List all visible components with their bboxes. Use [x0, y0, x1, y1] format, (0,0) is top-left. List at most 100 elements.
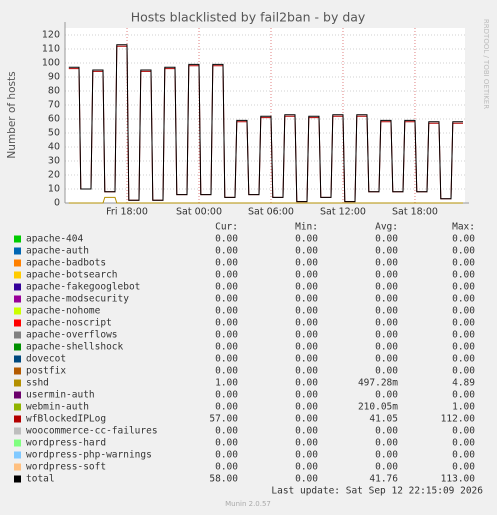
legend-stat: 112.00 — [441, 414, 476, 425]
legend-swatch — [14, 319, 21, 327]
legend-swatch — [14, 415, 21, 423]
legend-label: total — [26, 474, 55, 485]
legend-stat: 0.00 — [452, 270, 475, 281]
legend-label: woocommerce-cc-failures — [26, 426, 158, 437]
legend-stat: 0.00 — [452, 294, 475, 305]
legend-stat: 0.00 — [295, 450, 318, 461]
legend-swatch — [14, 403, 21, 411]
legend-header: Avg: — [375, 222, 398, 233]
legend-stat: 0.00 — [215, 330, 238, 341]
legend-stat: 0.00 — [295, 342, 318, 353]
y-tick-label: 40 — [48, 142, 60, 153]
legend-label: apache-noscript — [26, 318, 112, 329]
series-line — [68, 196, 463, 204]
legend-stat: 0.00 — [452, 354, 475, 365]
legend-stat: 0.00 — [295, 306, 318, 317]
legend-label: apache-overflows — [26, 330, 118, 341]
legend-stat: 0.00 — [452, 426, 475, 437]
legend-swatch — [14, 307, 21, 315]
legend-stat: 0.00 — [295, 330, 318, 341]
legend-stat: 0.00 — [375, 438, 398, 449]
legend-stat: 0.00 — [215, 234, 238, 245]
legend-swatch — [14, 295, 21, 303]
y-tick-label: 10 — [48, 184, 60, 195]
legend-stat: 0.00 — [375, 342, 398, 353]
legend-stat: 57.00 — [209, 414, 238, 425]
legend-swatch — [14, 343, 21, 351]
legend-stat: 0.00 — [295, 390, 318, 401]
series-line — [68, 44, 463, 203]
x-tick-label: Fri 18:00 — [106, 207, 148, 218]
legend-stat: 0.00 — [375, 450, 398, 461]
legend-label: webmin-auth — [26, 402, 89, 413]
plot-area — [65, 28, 465, 203]
legend-stat: 41.05 — [369, 414, 398, 425]
y-tick-label: 20 — [48, 170, 60, 181]
legend-swatch — [14, 259, 21, 267]
y-tick-label: 50 — [48, 128, 60, 139]
legend-stat: 0.00 — [215, 426, 238, 437]
legend-label: apache-fakegooglebot — [26, 282, 140, 293]
legend-stat: 0.00 — [295, 462, 318, 473]
legend-stat: 0.00 — [215, 438, 238, 449]
legend-swatch — [14, 367, 21, 375]
legend-stat: 0.00 — [215, 354, 238, 365]
legend-stat: 0.00 — [452, 258, 475, 269]
legend-stat: 0.00 — [295, 402, 318, 413]
legend-stat: 0.00 — [375, 282, 398, 293]
y-tick-label: 100 — [42, 58, 60, 69]
legend-stat: 0.00 — [452, 234, 475, 245]
legend-stat: 0.00 — [375, 390, 398, 401]
legend-stat: 0.00 — [215, 270, 238, 281]
legend-label: apache-auth — [26, 246, 89, 257]
legend-stat: 0.00 — [215, 294, 238, 305]
legend-stat: 113.00 — [441, 474, 476, 485]
legend-stat: 1.00 — [452, 402, 475, 413]
legend-stat: 0.00 — [215, 450, 238, 461]
legend-stat: 0.00 — [375, 270, 398, 281]
legend-stat: 0.00 — [295, 318, 318, 329]
legend-label: wordpress-soft — [26, 462, 106, 473]
legend-label: dovecot — [26, 354, 66, 365]
legend-stat: 0.00 — [215, 462, 238, 473]
x-tick-label: Sat 00:00 — [176, 207, 222, 218]
legend-swatch — [14, 463, 21, 471]
legend-swatch — [14, 355, 21, 363]
x-tick-label: Sat 18:00 — [392, 207, 438, 218]
legend-stat: 0.00 — [452, 342, 475, 353]
legend-stat: 0.00 — [375, 258, 398, 269]
legend-swatch — [14, 451, 21, 459]
legend-stat: 0.00 — [215, 366, 238, 377]
legend-stat: 4.89 — [452, 378, 475, 389]
legend-stat: 0.00 — [295, 294, 318, 305]
y-tick-label: 120 — [42, 30, 60, 41]
legend-swatch — [14, 427, 21, 435]
legend-swatch — [14, 439, 21, 447]
legend-swatch — [14, 379, 21, 387]
x-tick-label: Sat 12:00 — [320, 207, 366, 218]
legend-label: wordpress-hard — [26, 438, 106, 449]
legend-stat: 0.00 — [295, 378, 318, 389]
legend-stat: 0.00 — [452, 330, 475, 341]
footer: Munin 2.0.57 — [225, 500, 271, 508]
legend-stat: 0.00 — [215, 282, 238, 293]
legend-label: usermin-auth — [26, 390, 95, 401]
legend-stat: 0.00 — [375, 294, 398, 305]
legend-stat: 0.00 — [295, 354, 318, 365]
legend-stat: 41.76 — [369, 474, 398, 485]
y-tick-label: 60 — [48, 114, 60, 125]
legend-stat: 0.00 — [375, 330, 398, 341]
legend-stat: 0.00 — [215, 342, 238, 353]
legend-stat: 0.00 — [295, 234, 318, 245]
legend-stat: 0.00 — [295, 282, 318, 293]
legend-header: Min: — [295, 222, 318, 233]
legend-stat: 0.00 — [295, 414, 318, 425]
legend-stat: 0.00 — [215, 402, 238, 413]
legend-stat: 0.00 — [375, 354, 398, 365]
legend-swatch — [14, 247, 21, 255]
y-tick-label: 30 — [48, 156, 60, 167]
side-note: RRDTOOL / TOBI OETIKER — [482, 19, 490, 109]
legend-stat: 0.00 — [215, 390, 238, 401]
legend-swatch — [14, 271, 21, 279]
